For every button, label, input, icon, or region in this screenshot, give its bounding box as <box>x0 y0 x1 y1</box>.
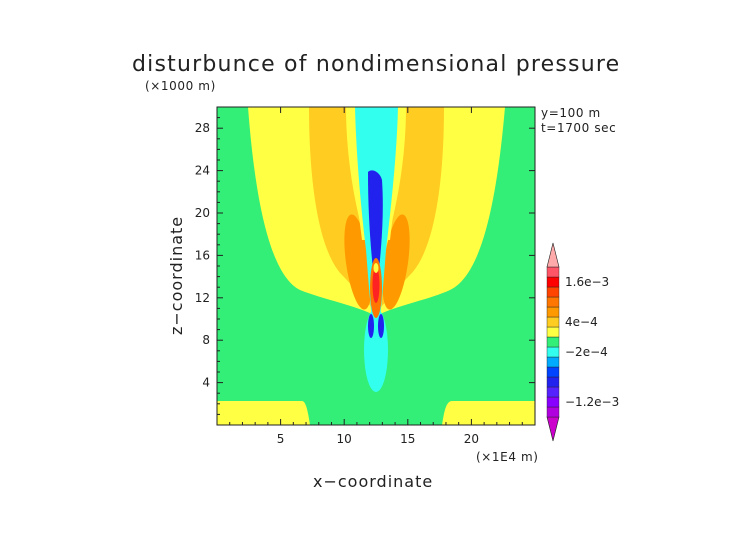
x-tick-label: 20 <box>464 432 479 446</box>
colorbar-label: 4e−4 <box>565 315 598 329</box>
y-tick-label: 24 <box>195 164 210 178</box>
y-ticks: 4 8 12 16 20 24 28 <box>195 117 535 415</box>
colorbar-swatch <box>546 326 560 338</box>
colorbar-swatch <box>546 356 560 368</box>
colorbar: 1.6e−3 4e−4 −2e−4 −1.2e−3 <box>546 242 619 442</box>
plot-area: 5 10 15 20 4 8 12 16 20 24 28 <box>195 106 536 446</box>
colorbar-swatch <box>546 336 560 348</box>
x-ticks: 5 10 15 20 <box>229 107 523 446</box>
colorbar-swatch <box>546 376 560 388</box>
contour-bottom-right <box>442 401 535 425</box>
contour-red-core <box>372 267 380 303</box>
colorbar-swatch <box>546 386 560 398</box>
info-line-t: t=1700 sec <box>541 121 616 135</box>
info-line-y: y=100 m <box>541 106 601 120</box>
colorbar-label: 1.6e−3 <box>565 275 609 289</box>
colorbar-swatch <box>546 306 560 318</box>
z-unit-label: (×1000 m) <box>145 79 216 93</box>
y-tick-label: 20 <box>195 206 210 220</box>
colorbar-swatch <box>546 346 560 358</box>
colorbar-swatch <box>546 276 560 288</box>
contour-bottom-left <box>217 401 310 425</box>
contour-yellow-spot <box>373 263 379 273</box>
colorbar-label: −2e−4 <box>565 345 608 359</box>
colorbar-label: −1.2e−3 <box>565 395 619 409</box>
colorbar-swatch <box>546 286 560 298</box>
colorbar-swatch <box>546 296 560 308</box>
colorbar-swatch <box>546 396 560 408</box>
x-axis-label: x−coordinate <box>313 472 433 491</box>
x-tick-label: 10 <box>337 432 352 446</box>
colorbar-swatch <box>546 266 560 278</box>
colorbar-arrow-low <box>546 416 560 442</box>
y-tick-label: 16 <box>195 248 210 262</box>
colorbar-swatch <box>546 366 560 378</box>
y-tick-label: 4 <box>202 376 210 390</box>
chart-title: disturbunce of nondimensional pressure <box>132 52 620 77</box>
colorbar-arrow-high <box>546 242 560 268</box>
contour-fill <box>217 107 535 425</box>
contour-blue-core <box>368 170 383 270</box>
x-tick-label: 15 <box>400 432 415 446</box>
x-unit-label: (×1E4 m) <box>476 450 539 464</box>
colorbar-swatch <box>546 316 560 328</box>
colorbar-swatch <box>546 406 560 418</box>
contour-blue-lower-right <box>378 314 384 338</box>
contour-blue-lower-left <box>368 314 374 338</box>
contour-cyan-lower <box>364 308 388 392</box>
y-tick-label: 12 <box>195 291 210 305</box>
x-tick-label: 5 <box>277 432 285 446</box>
y-tick-label: 28 <box>195 121 210 135</box>
y-axis-label: z−coordinate <box>167 216 186 335</box>
y-tick-label: 8 <box>202 333 210 347</box>
